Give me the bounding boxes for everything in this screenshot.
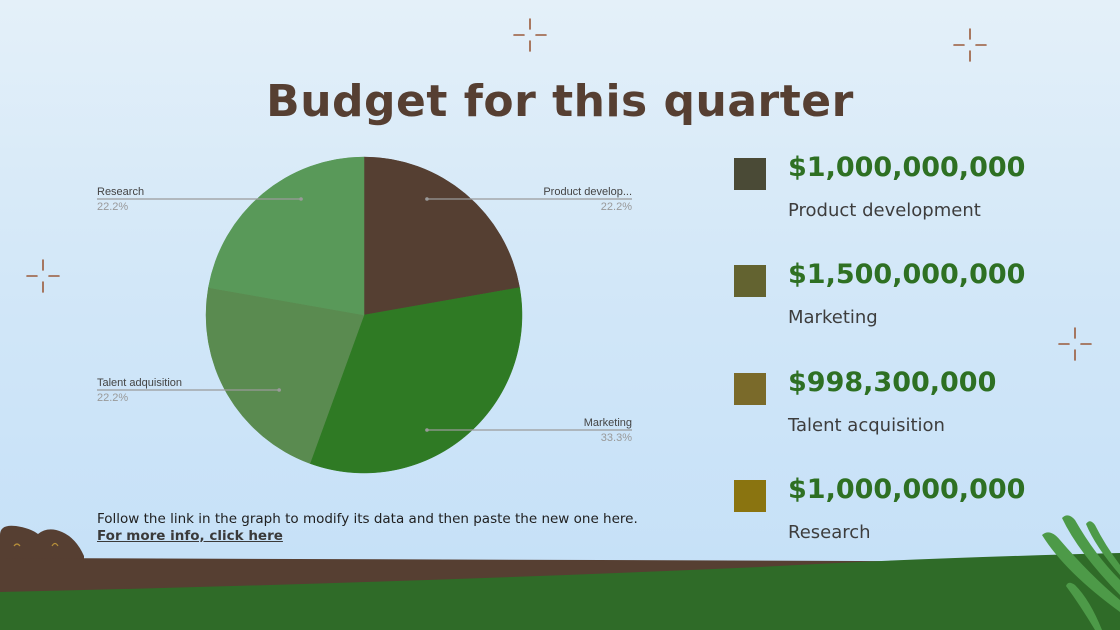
legend-swatch (734, 265, 766, 297)
pie-slice (363, 156, 520, 316)
green-ground (0, 553, 1120, 630)
sparkle-icon (1058, 327, 1092, 361)
legend-swatch (734, 480, 766, 512)
leader-dot (425, 428, 429, 432)
slice-percent: 22.2% (97, 392, 128, 404)
leader-dot (425, 197, 429, 201)
legend-label: Talent acquisition (788, 415, 945, 436)
slice-label: Research (97, 186, 144, 198)
sparkle-icon (26, 259, 60, 293)
sparkle-icon (953, 28, 987, 62)
more-info-link[interactable]: For more info, click here (97, 528, 283, 544)
slice-percent: 33.3% (601, 432, 632, 444)
slice-percent: 22.2% (601, 201, 632, 213)
pie-slice (205, 287, 365, 464)
legend-item-marketing: $1,500,000,000 Marketing (734, 259, 1114, 345)
sparkle-icon (513, 18, 547, 52)
legend-value: $1,500,000,000 (788, 259, 1026, 290)
instruction-text: Follow the link in the graph to modify i… (97, 511, 638, 527)
pie-slice (208, 156, 365, 316)
bush-sprout-icon (13, 542, 59, 547)
leader-dot (299, 197, 303, 201)
slide-title: Budget for this quarter (266, 76, 854, 127)
legend-label: Research (788, 522, 871, 543)
leaf-plant-icon (1042, 515, 1120, 630)
slice-label: Talent adquisition (97, 377, 182, 389)
leader-dot (277, 388, 281, 392)
legend-value: $998,300,000 (788, 367, 997, 398)
slice-percent: 22.2% (97, 201, 128, 213)
legend-item-talent-acquisition: $998,300,000 Talent acquisition (734, 367, 1114, 453)
slice-label: Marketing (584, 417, 632, 429)
legend-swatch (734, 373, 766, 405)
legend-label: Product development (788, 200, 981, 221)
pie-slice (309, 287, 523, 474)
legend-swatch (734, 158, 766, 190)
legend-value: $1,000,000,000 (788, 152, 1026, 183)
legend-value: $1,000,000,000 (788, 474, 1026, 505)
budget-pie-chart[interactable]: Product develop... 22.2% Marketing 33.3% Tal… (0, 0, 700, 500)
legend-item-product-development: $1,000,000,000 Product development (734, 152, 1114, 238)
legend-label: Marketing (788, 307, 878, 328)
brown-bush (0, 525, 84, 562)
legend-item-research: $1,000,000,000 Research (734, 474, 1114, 560)
slice-label: Product develop... (543, 186, 632, 198)
